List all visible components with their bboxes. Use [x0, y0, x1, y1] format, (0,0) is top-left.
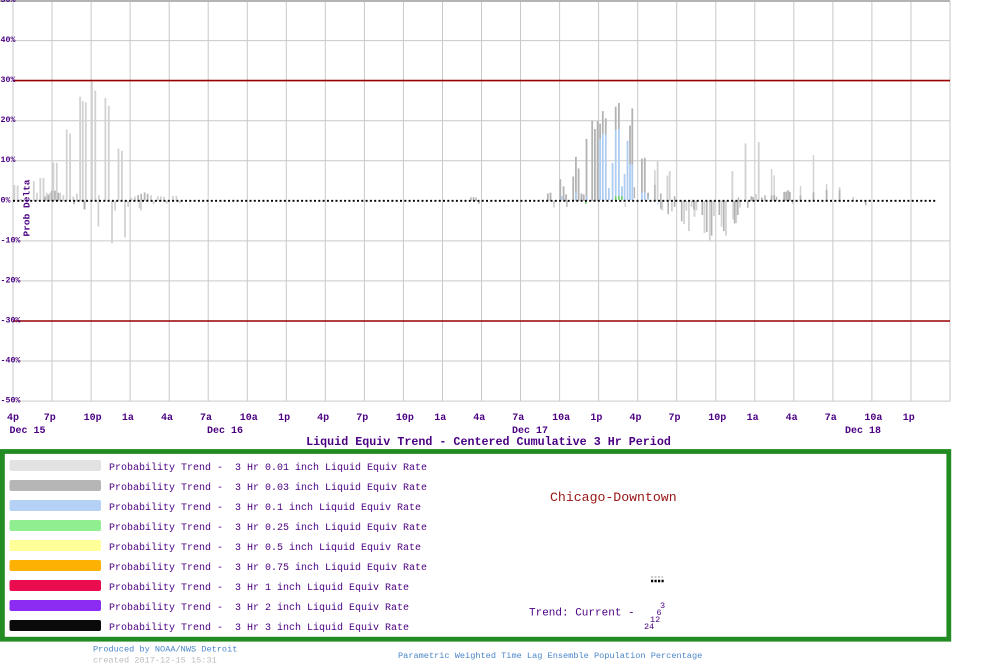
- svg-text:Dec 15: Dec 15: [10, 426, 46, 437]
- svg-text:Dec 17: Dec 17: [512, 426, 548, 437]
- svg-text:Chicago-Downtown: Chicago-Downtown: [550, 490, 677, 505]
- svg-text:created 2017-12-15 15:31: created 2017-12-15 15:31: [93, 656, 217, 666]
- svg-text:10p: 10p: [84, 413, 102, 424]
- svg-text:Prob Delta: Prob Delta: [22, 179, 33, 236]
- svg-text:Probability Trend - 3 Hr 2 in: Probability Trend - 3 Hr 2 inch Liquid E…: [109, 602, 409, 614]
- svg-text:7a: 7a: [825, 413, 837, 424]
- svg-text:Trend: Current -: Trend: Current -: [529, 608, 635, 620]
- svg-text:-10%: -10%: [1, 236, 21, 245]
- svg-text:7a: 7a: [512, 413, 524, 424]
- svg-text:6: 6: [657, 608, 662, 618]
- svg-text:Probability Trend - 3 Hr 0.5: Probability Trend - 3 Hr 0.5 inch Liquid…: [109, 542, 421, 554]
- svg-text:4p: 4p: [629, 413, 641, 424]
- svg-text:Produced by NOAA/NWS Detroit: Produced by NOAA/NWS Detroit: [93, 645, 237, 655]
- svg-text:7p: 7p: [356, 413, 368, 424]
- svg-text:Probability Trend - 3 Hr 0.25: Probability Trend - 3 Hr 0.25 inch Liqui…: [109, 522, 427, 534]
- svg-text:1p: 1p: [278, 413, 290, 424]
- svg-text:-30%: -30%: [1, 317, 21, 326]
- svg-text:4a: 4a: [786, 413, 798, 424]
- svg-text:-20%: -20%: [1, 276, 21, 285]
- svg-text:Dec 18: Dec 18: [845, 426, 881, 437]
- svg-text:7p: 7p: [44, 413, 56, 424]
- svg-text:Probability Trend - 3 Hr 0.75: Probability Trend - 3 Hr 0.75 inch Liqui…: [109, 562, 427, 574]
- svg-text:50%: 50%: [1, 0, 16, 5]
- svg-text:40%: 40%: [1, 36, 16, 45]
- svg-text:-50%: -50%: [1, 397, 21, 406]
- svg-text:10a: 10a: [552, 413, 570, 424]
- svg-text:7p: 7p: [668, 413, 680, 424]
- svg-text:7a: 7a: [200, 413, 212, 424]
- svg-text:1a: 1a: [122, 413, 134, 424]
- svg-text:Liquid Equiv Trend - Centered: Liquid Equiv Trend - Centered Cumulative…: [306, 435, 671, 449]
- svg-text:12: 12: [650, 615, 660, 625]
- svg-text:3: 3: [660, 601, 665, 611]
- svg-text:30%: 30%: [1, 76, 16, 85]
- svg-text:Probability Trend - 3 Hr 0.01: Probability Trend - 3 Hr 0.01 inch Liqui…: [109, 462, 427, 474]
- svg-text:4a: 4a: [473, 413, 485, 424]
- svg-text:Parametric Weighted Time Lag E: Parametric Weighted Time Lag Ensemble Po…: [398, 651, 702, 661]
- svg-text:10%: 10%: [1, 156, 16, 165]
- svg-text:4p: 4p: [7, 413, 19, 424]
- svg-text:Dec 16: Dec 16: [207, 426, 243, 437]
- svg-text:1p: 1p: [903, 413, 915, 424]
- svg-text:24: 24: [644, 622, 654, 632]
- svg-text:0%: 0%: [1, 196, 11, 205]
- svg-text:1a: 1a: [434, 413, 446, 424]
- svg-text:1a: 1a: [747, 413, 759, 424]
- svg-text:-40%: -40%: [1, 357, 21, 366]
- svg-text:10a: 10a: [240, 413, 258, 424]
- svg-text:Probability Trend - 3 Hr 0.1: Probability Trend - 3 Hr 0.1 inch Liquid…: [109, 502, 421, 514]
- svg-text:10p: 10p: [708, 413, 726, 424]
- svg-text:1p: 1p: [590, 413, 602, 424]
- svg-text:10a: 10a: [864, 413, 882, 424]
- svg-text:4p: 4p: [317, 413, 329, 424]
- svg-text:20%: 20%: [1, 116, 16, 125]
- svg-text:Probability Trend - 3 Hr 0.03: Probability Trend - 3 Hr 0.03 inch Liqui…: [109, 482, 427, 494]
- svg-text:Probability Trend - 3 Hr 3 in: Probability Trend - 3 Hr 3 inch Liquid E…: [109, 622, 409, 634]
- svg-text:Probability Trend - 3 Hr 1 in: Probability Trend - 3 Hr 1 inch Liquid E…: [109, 582, 409, 594]
- svg-text:10p: 10p: [396, 413, 414, 424]
- svg-text:4a: 4a: [161, 413, 173, 424]
